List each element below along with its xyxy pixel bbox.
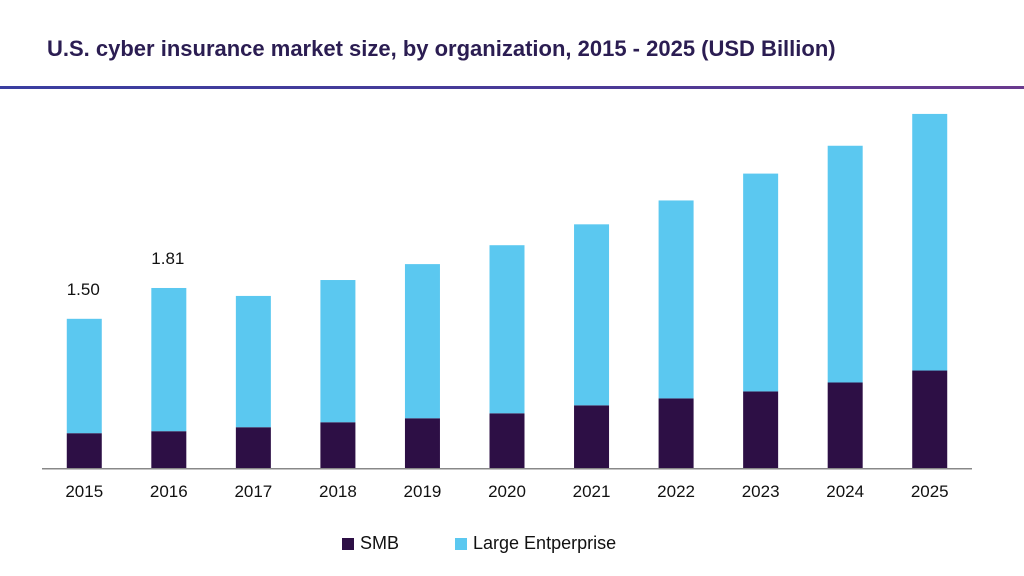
x-tick-label-2021: 2021 xyxy=(573,482,611,501)
x-tick-label-2025: 2025 xyxy=(911,482,949,501)
legend-item-large-enterprise: Large Entperprise xyxy=(455,533,616,554)
bar-large-enterprise-2025 xyxy=(912,113,948,371)
legend-label-smb: SMB xyxy=(360,533,400,553)
bar-large-enterprise-2022 xyxy=(658,200,694,399)
bar-large-enterprise-2017 xyxy=(235,295,271,428)
bar-smb-2022 xyxy=(658,398,694,468)
bars-layer xyxy=(66,113,948,468)
bar-large-enterprise-2018 xyxy=(320,280,356,423)
bar-large-enterprise-2015 xyxy=(66,318,102,434)
bar-smb-2016 xyxy=(151,431,187,468)
bar-large-enterprise-2021 xyxy=(574,224,610,406)
chart-title: U.S. cyber insurance market size, by org… xyxy=(47,36,836,61)
legend-label-large-enterprise: Large Entperprise xyxy=(473,533,617,553)
legend: SMB Large Entperprise xyxy=(342,533,672,554)
legend-swatch-smb xyxy=(342,537,354,550)
bar-large-enterprise-2023 xyxy=(743,173,779,392)
stacked-bar-chart: 2015 2016 2017 2018 2019 2020 2021 2022 2023 2024… xyxy=(42,113,972,501)
data-labels: 1.50 1.81 xyxy=(67,249,185,299)
bar-large-enterprise-2019 xyxy=(404,264,440,419)
bar-smb-2025 xyxy=(912,370,948,468)
bar-large-enterprise-2024 xyxy=(827,145,863,383)
legend-swatch-large-enterprise xyxy=(455,537,468,550)
title-divider xyxy=(0,86,1024,89)
x-tick-label-2023: 2023 xyxy=(742,482,780,501)
bar-smb-2020 xyxy=(489,413,525,468)
x-tick-label-2018: 2018 xyxy=(319,482,357,501)
x-tick-labels: 2015 2016 2017 2018 2019 2020 2021 2022 2023 2024… xyxy=(65,482,948,501)
bar-smb-2019 xyxy=(404,418,440,468)
x-tick-label-2022: 2022 xyxy=(657,482,695,501)
bar-smb-2023 xyxy=(743,391,779,468)
bar-large-enterprise-2016 xyxy=(151,287,187,432)
bar-smb-2017 xyxy=(235,427,271,468)
bar-smb-2015 xyxy=(66,433,102,468)
data-label-2016: 1.81 xyxy=(151,249,184,268)
bar-smb-2018 xyxy=(320,422,356,468)
x-tick-label-2020: 2020 xyxy=(488,482,526,501)
x-tick-label-2024: 2024 xyxy=(826,482,864,501)
bar-smb-2024 xyxy=(827,382,863,468)
x-tick-label-2017: 2017 xyxy=(234,482,272,501)
x-tick-label-2016: 2016 xyxy=(150,482,188,501)
data-label-2015: 1.50 xyxy=(67,280,100,299)
x-tick-label-2019: 2019 xyxy=(404,482,442,501)
bar-smb-2021 xyxy=(574,405,610,468)
x-tick-label-2015: 2015 xyxy=(65,482,103,501)
bar-large-enterprise-2020 xyxy=(489,245,525,414)
legend-item-smb: SMB xyxy=(342,533,399,554)
